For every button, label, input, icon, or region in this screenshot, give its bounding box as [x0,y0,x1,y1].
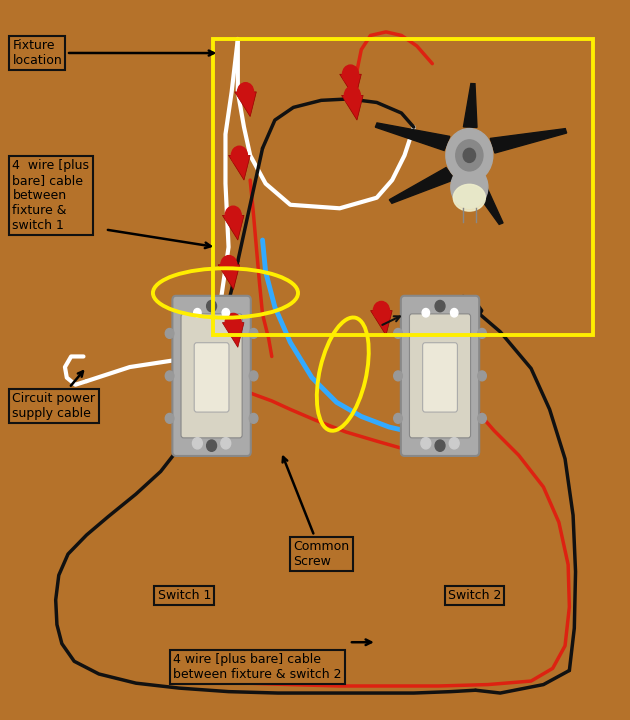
Circle shape [394,371,403,381]
Polygon shape [235,92,256,117]
Circle shape [225,206,241,225]
Circle shape [165,328,174,338]
FancyBboxPatch shape [423,343,457,412]
Circle shape [221,256,237,274]
Circle shape [455,140,483,171]
Circle shape [231,146,248,165]
Polygon shape [218,265,239,289]
Circle shape [238,83,253,101]
Circle shape [249,371,258,381]
Text: 4  wire [plus
bare] cable
between
fixture &
switch 1: 4 wire [plus bare] cable between fixture… [13,159,89,232]
Polygon shape [222,323,244,347]
Circle shape [421,438,431,449]
Polygon shape [340,74,362,99]
Circle shape [343,65,358,84]
FancyBboxPatch shape [410,314,471,438]
Circle shape [394,328,403,338]
Text: 4 wire [plus bare] cable
between fixture & switch 2: 4 wire [plus bare] cable between fixture… [173,653,341,681]
Circle shape [422,308,430,317]
Circle shape [478,328,486,338]
Circle shape [207,440,217,451]
Polygon shape [375,123,450,150]
Polygon shape [490,129,566,153]
Bar [213,39,593,336]
Polygon shape [222,215,244,240]
Polygon shape [389,168,455,203]
Circle shape [249,413,258,423]
FancyBboxPatch shape [194,343,229,412]
Circle shape [192,438,202,449]
Circle shape [478,413,486,423]
Circle shape [193,308,201,317]
Text: Common
Screw: Common Screw [283,457,350,568]
Polygon shape [370,310,392,336]
Circle shape [222,308,229,317]
Polygon shape [464,84,477,127]
Text: Circuit power
supply cable: Circuit power supply cable [13,372,96,420]
FancyBboxPatch shape [173,296,251,456]
Circle shape [435,440,445,451]
Text: Switch 1: Switch 1 [158,589,211,603]
Circle shape [394,413,403,423]
Polygon shape [341,96,363,120]
Circle shape [207,300,217,312]
Text: Fixture
location: Fixture location [13,39,214,67]
Circle shape [345,86,360,104]
FancyBboxPatch shape [181,314,242,438]
Circle shape [249,328,258,338]
Circle shape [446,129,493,182]
Ellipse shape [454,184,485,211]
Circle shape [463,148,476,163]
Circle shape [450,308,458,317]
Polygon shape [229,156,250,180]
Circle shape [221,438,231,449]
Polygon shape [471,180,503,225]
Text: Switch 2: Switch 2 [448,589,501,603]
FancyBboxPatch shape [401,296,479,456]
Circle shape [165,371,174,381]
Circle shape [165,413,174,423]
Circle shape [374,302,389,320]
Circle shape [449,438,459,449]
Circle shape [478,371,486,381]
Circle shape [451,166,488,208]
Circle shape [225,313,241,332]
Circle shape [435,300,445,312]
